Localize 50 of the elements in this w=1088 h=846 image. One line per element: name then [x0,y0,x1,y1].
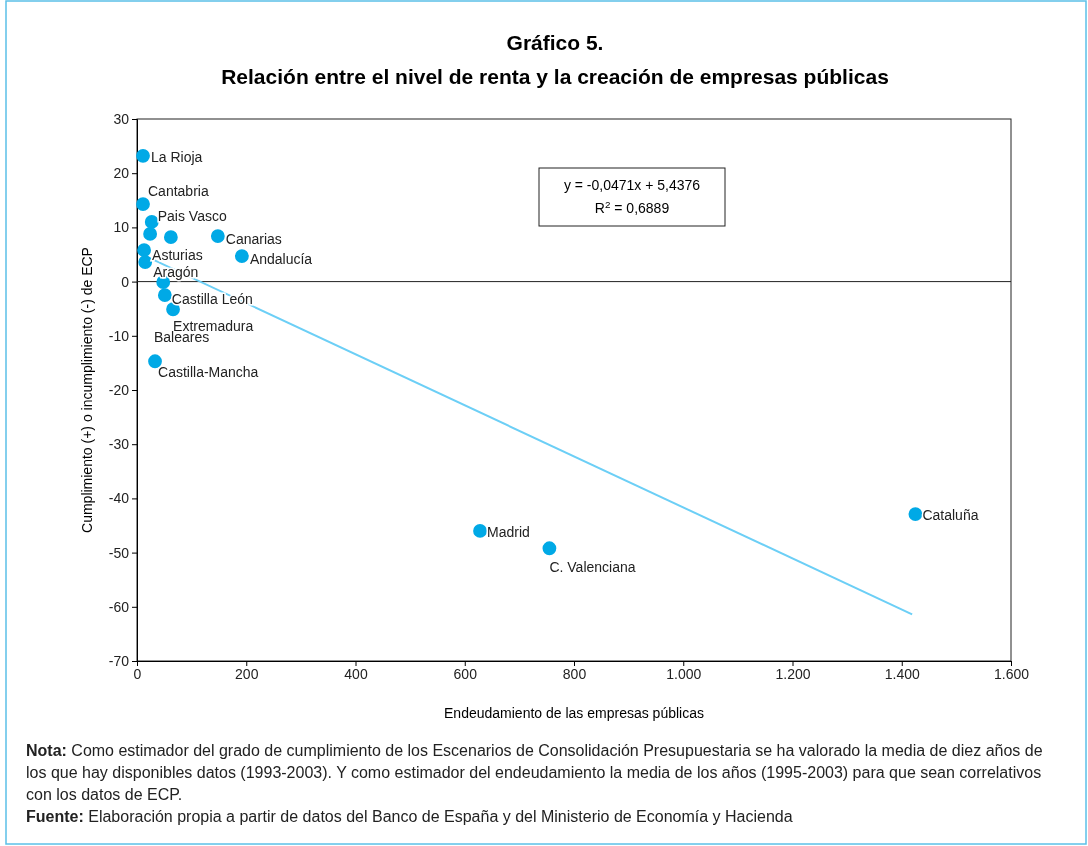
y-tick-label: -40 [108,490,130,507]
annotation: C. Valenciana [549,559,636,576]
y-tick-label: -50 [108,544,130,561]
point [908,507,923,522]
annotation: Cantabria [148,183,209,200]
point [136,197,150,211]
y-tick-label: -30 [108,436,130,453]
point [163,230,178,245]
point [473,524,487,538]
x-tick-label: 1.400 [884,665,920,682]
x-tick-label: 400 [344,665,368,682]
annotation: Asturias [152,247,203,264]
point [137,243,152,258]
y-tick-label: -10 [108,327,130,344]
y-tick-label: 30 [113,110,130,127]
annotation: Canarias [225,231,282,248]
point [542,541,557,556]
annotation: Castilla-Mancha [158,364,259,381]
y-tick-label: 20 [113,165,130,182]
annotation: y = -0,0471x + 5,4376 [563,177,701,193]
y-tick-label: 0 [121,273,130,290]
x-tick-label: 1.600 [993,665,1030,682]
x-axis-title: Endeudamiento de las empresas públicas [444,705,704,721]
x-tick-label: 0 [133,665,142,682]
y-tick-label: 10 [113,219,130,236]
chart-subtitle: Relación entre el nivel de renta y la creación de empresas públicas [221,65,889,88]
annotation: Pais Vasco [157,207,227,224]
annotation: Andalucía [249,251,313,268]
y-axis-title: Cumplimiento (+) o incumplimiento (-) de ECP [79,247,95,533]
annotation: R$^{2}$ = 0,6889 [594,198,670,216]
point [138,255,153,269]
x-tick-label: 200 [235,665,259,682]
y-tick-label: -70 [108,652,130,669]
annotation: La Rioja [151,148,203,165]
text: Nota: Como estimador del grado de cumplimiento de los Escenarios de Consolidación Presupuestaria se ha valorado la media de diez años de los que hay disponibles datos (1993-2003). Y como estimador del endeudamiento la media de los años (1995-2003) para que sean correlativos con los datos de ECP. [26,742,1043,803]
point [136,148,150,163]
x-tick-label: 1.200 [775,665,811,682]
point [143,227,158,241]
x-tick-label: 800 [562,665,587,682]
y-tick-label: -60 [108,598,130,615]
chart-title: Gráfico 5. [506,31,604,54]
y-tick-label: -20 [108,381,130,398]
point [157,288,172,303]
x-tick-label: 600 [453,665,478,682]
annotation: Madrid [487,523,530,540]
annotation: Cataluña [922,507,979,524]
point [210,229,225,243]
point [234,249,249,264]
x-tick-label: 1.000 [666,665,702,682]
source-note: Fuente: Elaboración propia a partir de datos del Banco de España y del Ministerio de Economía y Hacienda [26,808,793,825]
